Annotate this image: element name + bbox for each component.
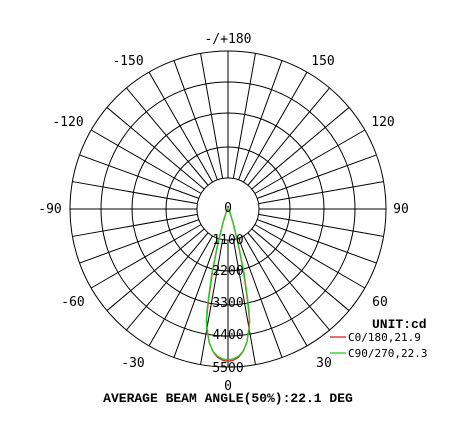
grid-spoke xyxy=(173,60,218,181)
angle-label: 60 xyxy=(372,295,388,310)
grid-spoke xyxy=(148,71,213,183)
angle-labels: -/+180 -150 150 -120 120 -90 90 -60 60 -30 30 0 xyxy=(38,32,409,394)
radial-tick-label: 2200 xyxy=(212,264,243,279)
grid-spoke xyxy=(243,235,308,347)
radial-tick-label: 0 xyxy=(224,201,232,216)
radial-tick-label: 1100 xyxy=(212,233,243,248)
grid-spoke xyxy=(238,237,283,358)
angle-label: 150 xyxy=(311,54,334,69)
series-curve xyxy=(205,207,251,361)
grid-spoke xyxy=(79,154,200,199)
grid-spoke xyxy=(243,71,308,183)
angle-label: -30 xyxy=(121,356,144,371)
grid-spoke xyxy=(148,235,213,347)
grid-spoke xyxy=(247,232,330,331)
legend-entry: C0/180,21.9 xyxy=(348,331,421,344)
radial-tick-label: 3300 xyxy=(212,296,243,311)
grid-spoke xyxy=(258,213,384,237)
angle-label: 90 xyxy=(393,202,409,217)
grid-spoke xyxy=(251,228,350,311)
grid-spoke xyxy=(247,87,330,186)
grid-spoke xyxy=(232,239,256,365)
grid-spoke xyxy=(72,213,198,237)
grid-spoke xyxy=(251,107,350,190)
angle-label: -60 xyxy=(61,295,84,310)
grid-spoke xyxy=(126,87,209,186)
grid-spoke xyxy=(258,181,384,205)
grid-spoke xyxy=(79,219,200,264)
unit-label: UNIT:cd xyxy=(372,317,427,332)
polar-grid xyxy=(69,50,387,368)
grid-spoke xyxy=(256,219,377,264)
grid-spoke xyxy=(238,60,283,181)
intensity-curves xyxy=(205,207,251,362)
angle-label: -120 xyxy=(52,115,83,130)
grid-spoke xyxy=(254,224,366,289)
radial-tick-label: 5500 xyxy=(212,361,243,376)
angle-label: -150 xyxy=(112,54,143,69)
grid-spoke xyxy=(256,154,377,199)
legend: UNIT:cd C0/180,21.9 C90/270,22.3 xyxy=(330,317,427,360)
angle-label: -/+180 xyxy=(205,32,252,47)
angle-label: 0 xyxy=(224,379,232,394)
grid-spoke xyxy=(106,228,205,311)
grid-spoke xyxy=(90,224,202,289)
grid-spoke xyxy=(173,237,218,358)
grid-spoke xyxy=(254,129,366,194)
angle-label: 30 xyxy=(316,356,332,371)
radial-tick-label: 4400 xyxy=(212,328,243,343)
radial-tick-labels: 0 1100 2200 3300 4400 5500 xyxy=(212,201,243,376)
grid-spoke xyxy=(200,53,224,179)
grid-spoke xyxy=(200,239,224,365)
angle-label: 120 xyxy=(371,115,394,130)
beam-angle-caption: AVERAGE BEAM ANGLE(50%):22.1 DEG xyxy=(103,391,353,406)
grid-spoke xyxy=(72,181,198,205)
grid-spoke xyxy=(232,53,256,179)
angle-label: -90 xyxy=(38,202,61,217)
grid-spoke xyxy=(90,129,202,194)
legend-entry: C90/270,22.3 xyxy=(348,347,427,360)
grid-spoke xyxy=(126,232,209,331)
grid-spoke xyxy=(106,107,205,190)
